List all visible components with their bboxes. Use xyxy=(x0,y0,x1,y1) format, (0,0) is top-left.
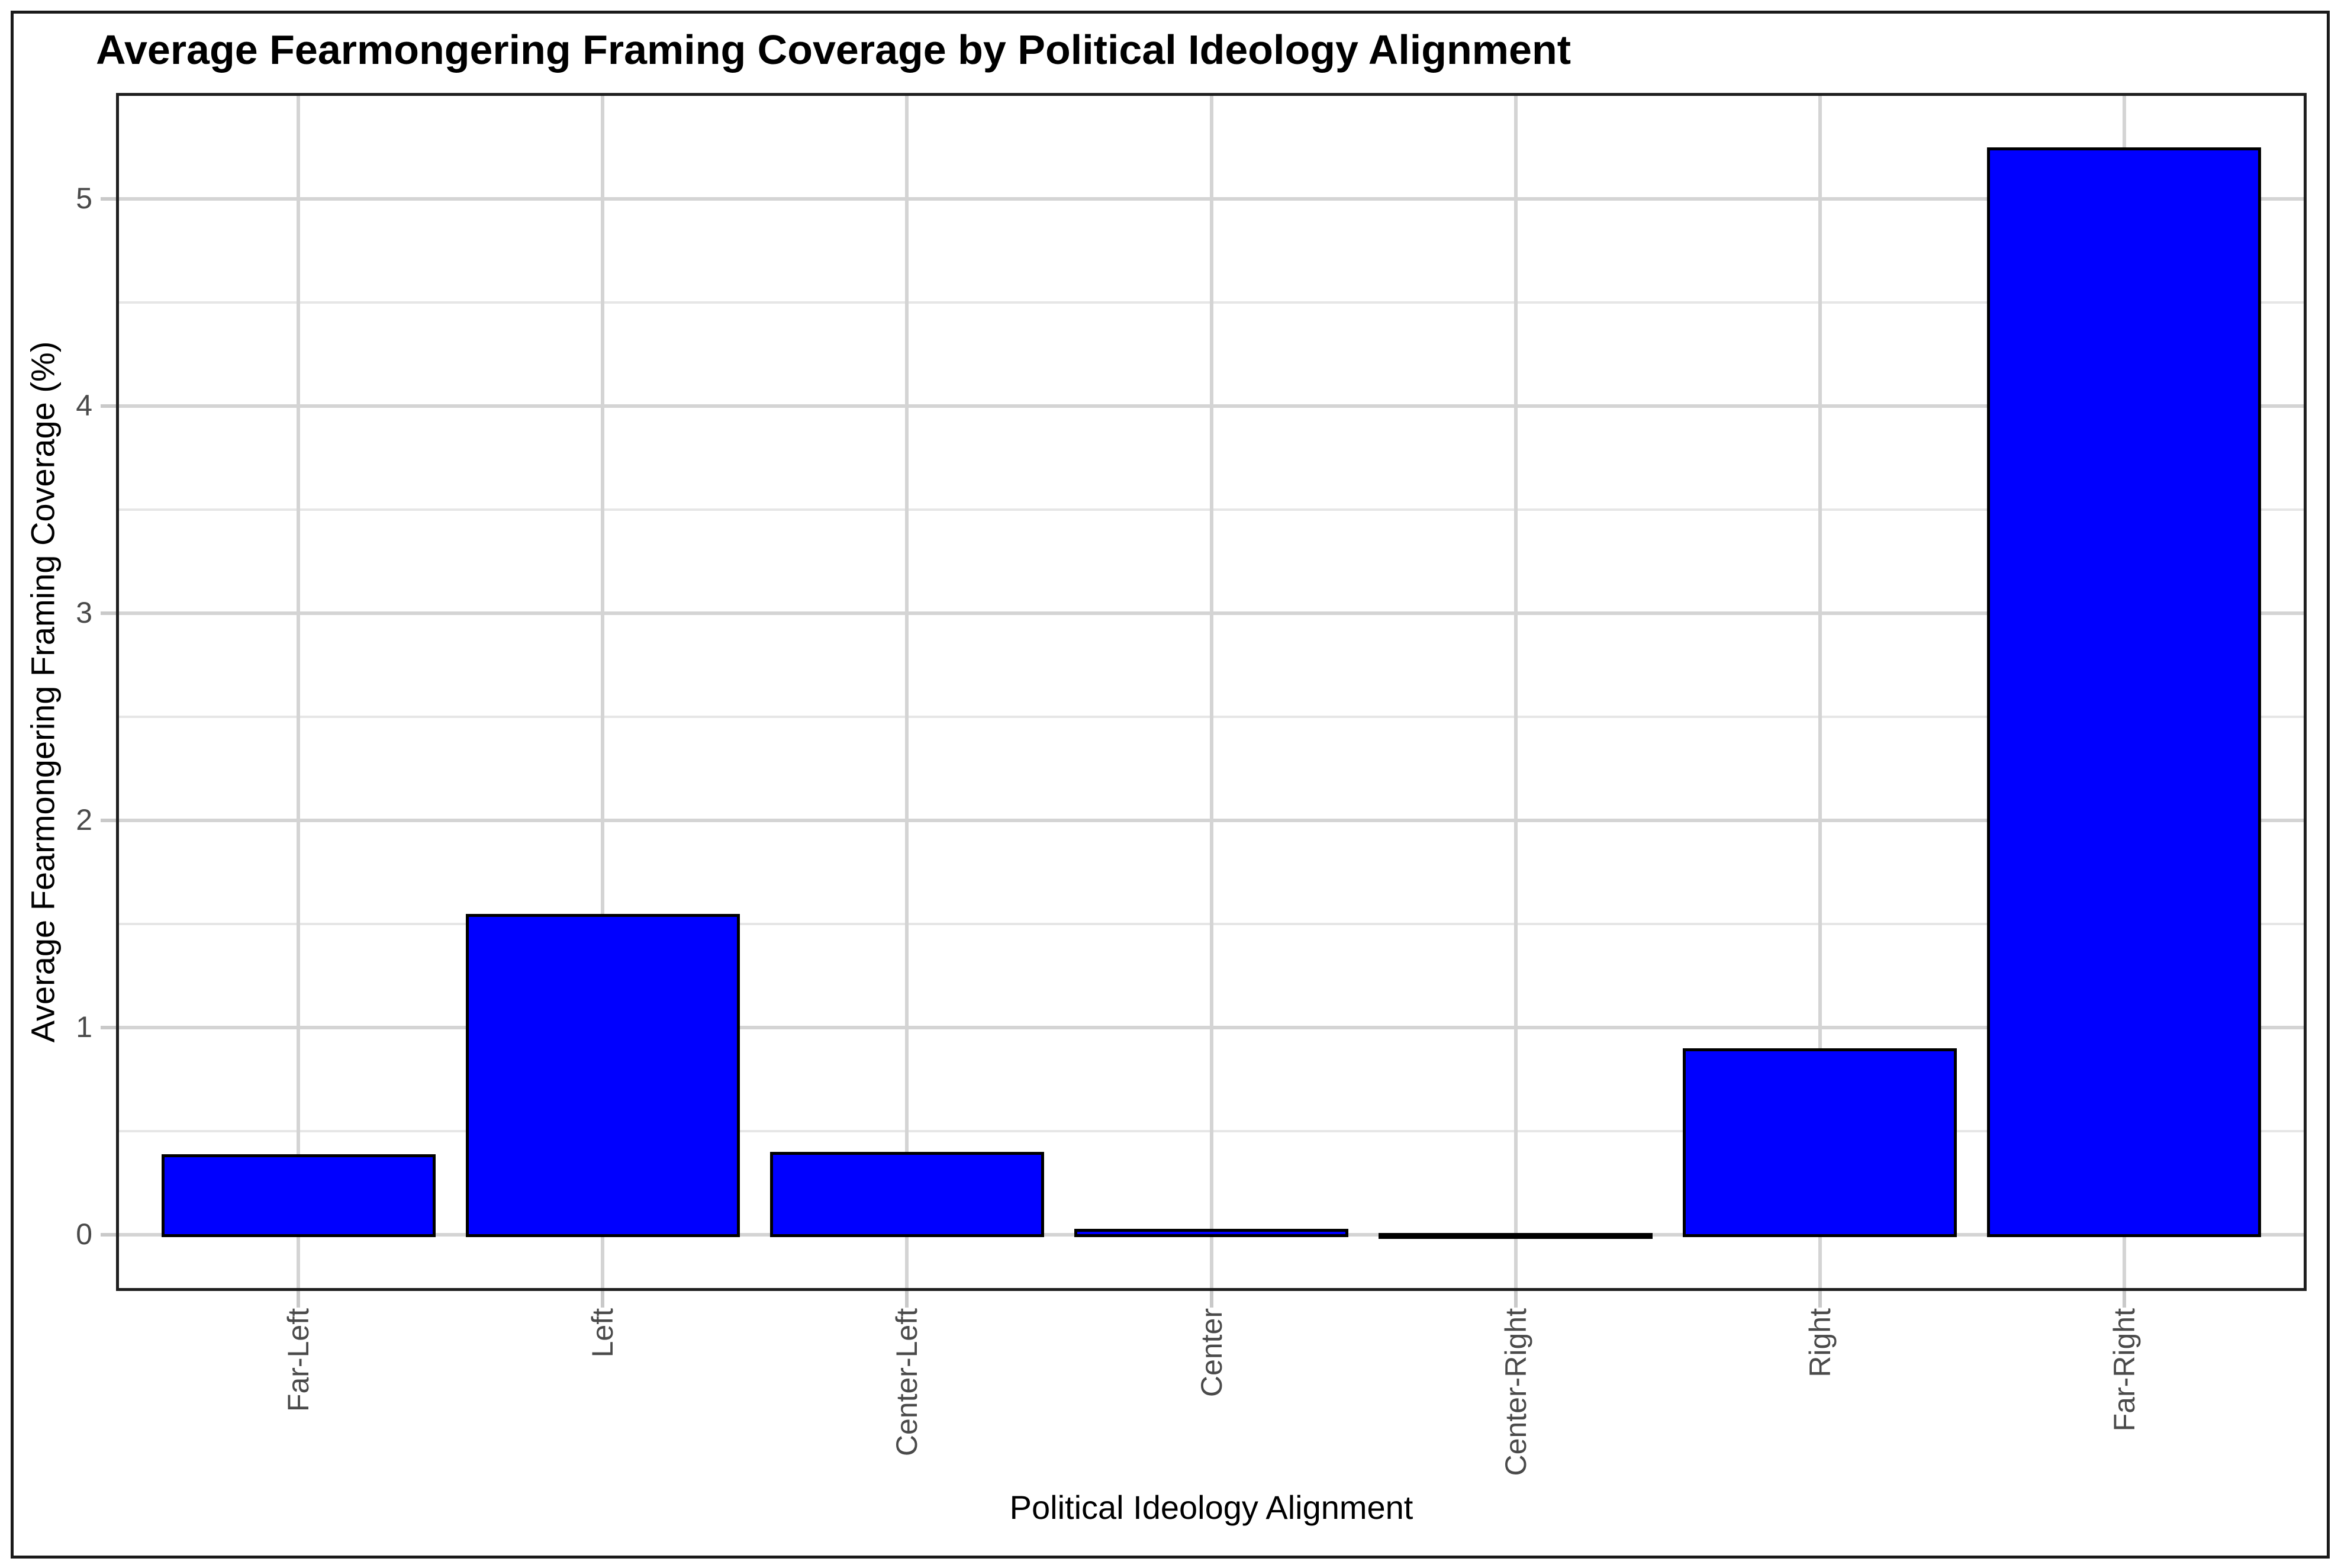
x-tick-label-center-left: Center-Left xyxy=(890,1308,924,1457)
y-tick-3 xyxy=(101,611,116,615)
minor-gridline-y-1.5 xyxy=(116,923,2307,925)
bar-far-left xyxy=(161,1154,436,1237)
y-tick-label-1: 1 xyxy=(76,1010,92,1044)
x-tick-label-left: Left xyxy=(586,1308,620,1358)
x-tick-left xyxy=(601,1291,605,1308)
y-tick-label-4: 4 xyxy=(76,389,92,422)
x-axis-title: Political Ideology Alignment xyxy=(1009,1489,1413,1526)
gridline-x-center xyxy=(1209,93,1213,1291)
y-tick-label-5: 5 xyxy=(76,182,92,215)
bar-far-right xyxy=(1987,147,2262,1237)
major-gridline-y-4 xyxy=(116,404,2307,408)
plot-panel xyxy=(116,93,2307,1291)
x-tick-center xyxy=(1209,1291,1213,1308)
y-tick-4 xyxy=(101,404,116,408)
minor-gridline-y-4.5 xyxy=(116,301,2307,304)
bar-right xyxy=(1683,1048,1957,1237)
x-tick-label-right: Right xyxy=(1803,1308,1837,1377)
bar-center xyxy=(1074,1228,1348,1237)
x-tick-center-left xyxy=(905,1291,909,1308)
y-tick-2 xyxy=(101,819,116,822)
major-gridline-y-3 xyxy=(116,611,2307,615)
bar-center-left xyxy=(769,1152,1044,1237)
gridline-x-center-left xyxy=(905,93,909,1291)
x-tick-label-center: Center xyxy=(1194,1308,1228,1398)
x-tick-label-far-left: Far-Left xyxy=(282,1308,315,1412)
x-tick-far-left xyxy=(297,1291,301,1308)
minor-gridline-y-2.5 xyxy=(116,716,2307,718)
chart-title: Average Fearmongering Framing Coverage b… xyxy=(96,27,1571,73)
major-gridline-y-2 xyxy=(116,819,2307,822)
minor-gridline-y-3.5 xyxy=(116,508,2307,511)
y-tick-0 xyxy=(101,1233,116,1237)
x-tick-label-far-right: Far-Right xyxy=(2107,1308,2141,1432)
y-axis-title: Average Fearmongering Framing Coverage (… xyxy=(24,341,62,1043)
x-tick-label-center-right: Center-Right xyxy=(1499,1308,1532,1476)
gridline-x-center-right xyxy=(1513,93,1518,1291)
x-tick-right xyxy=(1818,1291,1822,1308)
gridline-x-far-left xyxy=(297,93,301,1291)
bar-center-right xyxy=(1379,1232,1653,1239)
y-tick-5 xyxy=(101,197,116,201)
bar-left xyxy=(465,913,740,1237)
major-gridline-y-5 xyxy=(116,197,2307,201)
y-tick-label-0: 0 xyxy=(76,1218,92,1251)
minor-gridline-y-0.5 xyxy=(116,1130,2307,1132)
x-tick-far-right xyxy=(2122,1291,2126,1308)
y-tick-label-3: 3 xyxy=(76,596,92,629)
x-tick-center-right xyxy=(1513,1291,1518,1308)
y-tick-label-2: 2 xyxy=(76,803,92,836)
y-tick-1 xyxy=(101,1026,116,1029)
major-gridline-y-1 xyxy=(116,1026,2307,1029)
